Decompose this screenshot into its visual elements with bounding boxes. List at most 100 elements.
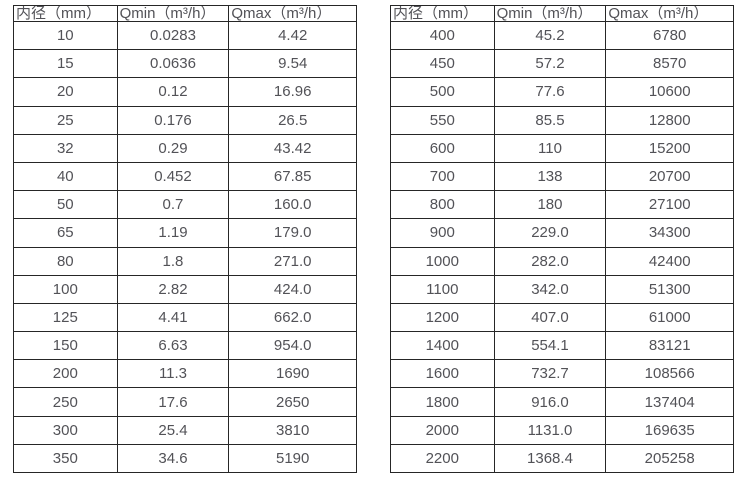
table-cell: 600 xyxy=(390,133,495,163)
table-cell: 17.6 xyxy=(116,387,230,417)
table-cell: 43.42 xyxy=(228,133,357,163)
table-cell: 5190 xyxy=(228,443,357,474)
table-cell: 80 xyxy=(13,246,118,276)
table-cell: 51300 xyxy=(605,274,734,304)
table-cell: 6.63 xyxy=(116,331,230,361)
table-cell: 554.1 xyxy=(493,331,607,361)
table-cell: 0.7 xyxy=(116,190,230,220)
table-cell: 20700 xyxy=(605,161,734,192)
table-cell: 61000 xyxy=(605,302,734,333)
table-cell: 40 xyxy=(13,161,118,192)
table-row: 350 34.6 5190 xyxy=(13,443,357,474)
table-row: 1600 732.7 108566 xyxy=(390,359,734,389)
table-cell: 25.4 xyxy=(116,415,230,445)
table-cell: 1400 xyxy=(390,331,495,361)
table-row: 2000 1131.0 169635 xyxy=(390,415,734,445)
table-cell: 250 xyxy=(13,387,118,417)
table-cell: 16.96 xyxy=(228,77,357,107)
table-row: 250 17.6 2650 xyxy=(13,387,357,417)
table-cell: 407.0 xyxy=(493,302,607,333)
table-cell: 160.0 xyxy=(228,190,357,220)
table-cell: 1200 xyxy=(390,302,495,333)
table-cell: 1131.0 xyxy=(493,415,607,445)
table-cell: 271.0 xyxy=(228,246,357,276)
table-row: 20 0.12 16.96 xyxy=(13,77,357,107)
table-cell: 1100 xyxy=(390,274,495,304)
table-row: 200 11.3 1690 xyxy=(13,359,357,389)
table-cell: 179.0 xyxy=(228,218,357,248)
table-cell: 732.7 xyxy=(493,359,607,389)
table-cell: 0.176 xyxy=(116,105,230,135)
column-header: Qmax（m³/h） xyxy=(605,5,734,22)
table-cell: 350 xyxy=(13,443,118,474)
table-cell: 150 xyxy=(13,331,118,361)
table-cell: 11.3 xyxy=(116,359,230,389)
table-cell: 6780 xyxy=(605,20,734,51)
table-row: 10 0.0283 4.42 xyxy=(13,20,357,51)
table-row: 700 138 20700 xyxy=(390,161,734,192)
table-cell: 900 xyxy=(390,218,495,248)
table-cell: 300 xyxy=(13,415,118,445)
table-cell: 12800 xyxy=(605,105,734,135)
table-row: 40 0.452 67.85 xyxy=(13,161,357,192)
table-cell: 25 xyxy=(13,105,118,135)
table-cell: 1690 xyxy=(228,359,357,389)
table-cell: 2.82 xyxy=(116,274,230,304)
table-row: 1800 916.0 137404 xyxy=(390,387,734,417)
table-cell: 34.6 xyxy=(116,443,230,474)
table-row: 15 0.0636 9.54 xyxy=(13,49,357,79)
table-cell: 4.42 xyxy=(228,20,357,51)
column-header: Qmin（m³/h） xyxy=(493,5,607,22)
table-cell: 10 xyxy=(13,20,118,51)
table-cell: 67.85 xyxy=(228,161,357,192)
table-cell: 34300 xyxy=(605,218,734,248)
table-cell: 550 xyxy=(390,105,495,135)
table-cell: 500 xyxy=(390,77,495,107)
table-cell: 85.5 xyxy=(493,105,607,135)
table-cell: 4.41 xyxy=(116,302,230,333)
table-cell: 2000 xyxy=(390,415,495,445)
table-cell: 100 xyxy=(13,274,118,304)
table-cell: 205258 xyxy=(605,443,734,474)
table-cell: 1600 xyxy=(390,359,495,389)
table-row: 50 0.7 160.0 xyxy=(13,190,357,220)
table-row: 32 0.29 43.42 xyxy=(13,133,357,163)
table-cell: 2200 xyxy=(390,443,495,474)
table-row: 1100 342.0 51300 xyxy=(390,274,734,304)
table-cell: 57.2 xyxy=(493,49,607,79)
table-cell: 27100 xyxy=(605,190,734,220)
table-row: 800 180 27100 xyxy=(390,190,734,220)
table-cell: 9.54 xyxy=(228,49,357,79)
header-row: 内径（mm） Qmin（m³/h） Qmax（m³/h） xyxy=(13,5,357,22)
table-cell: 2650 xyxy=(228,387,357,417)
table-row: 1000 282.0 42400 xyxy=(390,246,734,276)
table-cell: 0.0283 xyxy=(116,20,230,51)
table-cell: 180 xyxy=(493,190,607,220)
table-row: 2200 1368.4 205258 xyxy=(390,443,734,474)
table-cell: 20 xyxy=(13,77,118,107)
table-cell: 450 xyxy=(390,49,495,79)
table-cell: 1.19 xyxy=(116,218,230,248)
table-cell: 662.0 xyxy=(228,302,357,333)
table-cell: 916.0 xyxy=(493,387,607,417)
flow-table-small-diameters: 内径（mm） Qmin（m³/h） Qmax（m³/h） 10 0.0283 4.42 1… xyxy=(13,5,357,474)
table-row: 125 4.41 662.0 xyxy=(13,302,357,333)
table-cell: 0.452 xyxy=(116,161,230,192)
table-cell: 1368.4 xyxy=(493,443,607,474)
table-cell: 229.0 xyxy=(493,218,607,248)
table-row: 1400 554.1 83121 xyxy=(390,331,734,361)
table-cell: 137404 xyxy=(605,387,734,417)
table-row: 1200 407.0 61000 xyxy=(390,302,734,333)
table-cell: 800 xyxy=(390,190,495,220)
table-cell: 424.0 xyxy=(228,274,357,304)
table-cell: 169635 xyxy=(605,415,734,445)
table-cell: 32 xyxy=(13,133,118,163)
table-cell: 954.0 xyxy=(228,331,357,361)
table-cell: 0.29 xyxy=(116,133,230,163)
table-cell: 342.0 xyxy=(493,274,607,304)
table-cell: 400 xyxy=(390,20,495,51)
table-cell: 110 xyxy=(493,133,607,163)
table-cell: 138 xyxy=(493,161,607,192)
table-row: 600 110 15200 xyxy=(390,133,734,163)
table-row: 80 1.8 271.0 xyxy=(13,246,357,276)
